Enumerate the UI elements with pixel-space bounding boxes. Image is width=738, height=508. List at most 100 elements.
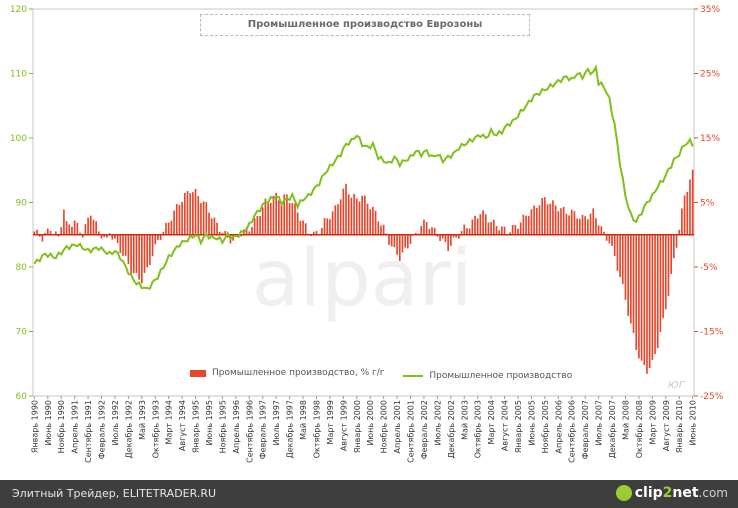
x-tick-label: Сентябрь 2001: [407, 400, 416, 463]
legend-line-swatch: [403, 374, 424, 377]
bar: [503, 226, 506, 235]
bar: [678, 229, 681, 235]
bar: [592, 208, 595, 235]
x-tick-label: Июнь 1990: [44, 400, 53, 446]
bar: [291, 203, 294, 235]
bar: [689, 179, 691, 235]
right-tick-label: 35%: [700, 5, 720, 15]
x-tick-label: Январь 2000: [353, 400, 362, 453]
bar: [428, 228, 431, 235]
bar: [253, 218, 256, 235]
bar: [60, 227, 63, 235]
clip2net-logo[interactable]: clip2net.com: [635, 485, 728, 501]
bar: [484, 214, 487, 235]
bar: [283, 194, 286, 235]
bar: [576, 218, 578, 235]
bar: [468, 228, 471, 235]
x-tick-label: Март 2004: [487, 400, 496, 444]
bar: [103, 234, 106, 238]
bar: [159, 234, 162, 241]
bar: [447, 234, 449, 252]
series-line: [33, 64, 694, 290]
bar: [552, 200, 554, 235]
bar: [541, 197, 544, 235]
left-tick-label: 110: [10, 70, 27, 80]
bar: [390, 234, 393, 247]
bar: [124, 234, 127, 256]
bar: [345, 183, 347, 235]
bar: [495, 225, 498, 235]
bar: [114, 234, 116, 239]
bar: [686, 191, 689, 235]
x-tick-label: Июль 2007: [595, 400, 604, 445]
x-tick-label: Май 2003: [460, 400, 469, 440]
bar: [329, 219, 331, 235]
bar: [92, 219, 95, 235]
bar: [100, 234, 103, 239]
x-tick-label: Декабрь 2002: [447, 400, 456, 459]
bar: [140, 234, 143, 284]
bar: [175, 204, 178, 235]
bar: [409, 234, 412, 244]
left-tick-label: 90: [16, 199, 28, 209]
bar: [304, 223, 307, 235]
left-tick-label: 80: [16, 263, 28, 273]
bar: [186, 191, 189, 235]
x-tick-label: Октябрь 2008: [635, 400, 644, 458]
x-tick-label: Май 1998: [299, 400, 308, 440]
bar: [444, 234, 447, 243]
bar: [183, 192, 186, 235]
x-tick-label: Февраль 1992: [98, 400, 107, 459]
bar: [603, 231, 605, 235]
x-tick-label: Март 1999: [326, 400, 335, 444]
bar: [691, 169, 694, 235]
bar: [302, 220, 304, 235]
bar: [197, 196, 200, 235]
right-tick-label: -25%: [700, 392, 724, 402]
footer-caption: Элитный Трейдер, ELITETRADER.RU: [12, 487, 217, 500]
bar: [597, 225, 600, 235]
bar: [425, 221, 428, 235]
bar: [272, 195, 275, 235]
bar: [648, 234, 651, 368]
bar: [535, 207, 538, 235]
x-tick-label: Июль 1992: [111, 400, 120, 445]
bar: [474, 215, 476, 235]
bar: [557, 211, 560, 235]
left-tick-label: 60: [16, 392, 28, 402]
bar: [487, 222, 490, 235]
bar: [71, 226, 73, 235]
bar: [108, 233, 111, 235]
bar: [538, 205, 541, 235]
x-tick-label: Июль 2002: [433, 400, 442, 445]
bar: [286, 194, 288, 235]
bar: [87, 217, 89, 235]
bar: [431, 227, 433, 235]
legend-item-line: Промышленное производство: [403, 371, 572, 381]
bar: [627, 234, 630, 316]
bar: [226, 234, 229, 238]
x-tick-label: Октябрь 1998: [312, 400, 321, 458]
bar: [288, 202, 291, 235]
bar: [584, 216, 587, 235]
x-tick-label: Сентябрь 1996: [245, 400, 254, 463]
bar: [189, 193, 192, 235]
bar: [420, 226, 423, 235]
x-tick-label: Март 1994: [165, 400, 174, 444]
x-tick-label: Январь 2010: [675, 400, 684, 453]
bar: [269, 202, 272, 235]
x-tick-label: Август 2004: [501, 400, 510, 451]
bar: [544, 197, 546, 235]
bar: [97, 231, 100, 235]
bar: [616, 234, 619, 271]
bar: [656, 234, 659, 349]
bar: [192, 192, 194, 235]
bar: [568, 215, 570, 235]
x-tick-label: Апрель 1991: [71, 400, 80, 453]
logo-clip-text: clip: [634, 485, 663, 501]
bar: [501, 226, 503, 235]
bar: [388, 234, 390, 245]
bar: [224, 231, 226, 235]
bar: [221, 232, 224, 235]
bar: [587, 219, 589, 235]
